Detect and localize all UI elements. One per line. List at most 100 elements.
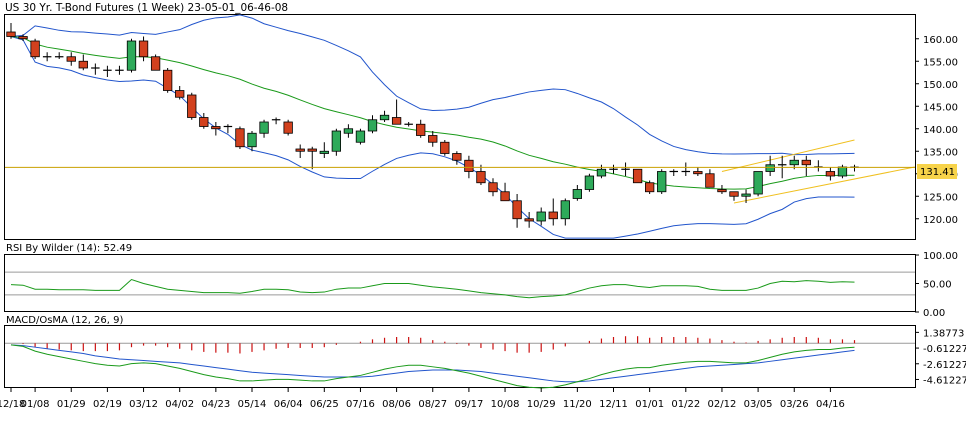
x-tick-label: 01/08 <box>21 399 50 410</box>
x-tick-label: 08/27 <box>418 399 447 410</box>
trendline-lower <box>733 166 915 204</box>
x-tick-label: 05/14 <box>238 399 267 410</box>
rsi-panel-frame <box>4 254 916 312</box>
price-tick-label: 155.00 <box>923 57 958 68</box>
x-tick-label: 12/18 <box>0 399 25 410</box>
bollinger-lower-line <box>10 36 855 239</box>
x-tick-label: 04/23 <box>201 399 230 410</box>
price-tick-label: 140.00 <box>923 125 958 136</box>
current-price-label: 131.41 <box>920 167 955 178</box>
price-tick-label: 150.00 <box>923 80 958 91</box>
candle-body <box>596 168 607 177</box>
bollinger-upper-line <box>10 14 855 156</box>
candle-body <box>440 141 450 154</box>
candle-body <box>78 60 88 69</box>
candle-body <box>765 164 775 172</box>
candle-body <box>150 56 161 71</box>
price-chart-title: US 30 Yr. T-Bond Futures (1 Week) 23-05-… <box>5 2 288 14</box>
candle-body <box>319 150 329 154</box>
price-tick-label: 145.00 <box>923 102 958 113</box>
candle-body <box>657 171 667 193</box>
x-tick-label: 10/29 <box>527 399 556 410</box>
rsi-tick-label: 100.00 <box>923 251 958 262</box>
x-tick-label: 01/29 <box>57 399 86 410</box>
macd-panel-frame <box>4 325 916 388</box>
candle-body <box>729 191 739 197</box>
candle-body <box>283 121 293 134</box>
price-tick-label: 120.00 <box>923 215 958 226</box>
macd-tick-label: 1.38773 <box>923 328 964 339</box>
candle-body <box>452 153 462 161</box>
candle-body <box>235 128 245 148</box>
candle-body <box>6 31 16 37</box>
x-tick-label: 04/02 <box>165 399 194 410</box>
candle-body <box>464 159 474 172</box>
x-tick-label: 07/16 <box>346 399 375 410</box>
x-tick-label: 03/12 <box>129 399 158 410</box>
macd-line <box>10 344 855 389</box>
macd-tick-label: -2.61227 <box>923 360 966 371</box>
x-tick-label: 03/05 <box>744 399 773 410</box>
candle-body <box>825 171 836 177</box>
trendline-channel <box>721 139 915 204</box>
candle-body <box>837 166 848 177</box>
x-tick-label: 03/26 <box>780 399 809 410</box>
rsi-line <box>10 278 855 299</box>
x-tick-label: 08/06 <box>382 399 411 410</box>
x-tick-label: 06/25 <box>310 399 339 410</box>
candle-body <box>18 36 28 40</box>
macd-tick-label: -0.61227 <box>923 344 966 355</box>
candle-body <box>524 218 534 222</box>
candle-body <box>705 173 715 188</box>
candle-body <box>126 40 137 71</box>
x-tick-label: 04/16 <box>816 399 845 410</box>
x-tick-label: 11/20 <box>563 399 592 410</box>
candle-body <box>536 211 546 222</box>
current-price-marker <box>917 164 957 179</box>
candle-body <box>211 126 221 130</box>
x-tick-label: 01/01 <box>635 399 664 410</box>
macd-tick-label: -4.61227 <box>923 375 966 386</box>
candle-body <box>500 191 510 202</box>
candle-body <box>379 114 390 121</box>
candle-body <box>584 175 595 190</box>
x-tick-label: 10/08 <box>491 399 520 410</box>
rsi-tick-label: 50.00 <box>923 280 952 291</box>
candle-body <box>66 56 76 62</box>
candle-body <box>488 182 498 193</box>
candle-body <box>693 171 703 175</box>
price-tick-label: 125.00 <box>923 192 958 203</box>
price-axis-ticks: 120.00125.00130.00135.00140.00145.00150.… <box>915 35 958 226</box>
rsi-series: 0.00 50.00 100.00 <box>5 251 958 319</box>
candle-body <box>355 130 366 143</box>
candle-body <box>138 40 149 58</box>
price-tick-label: 135.00 <box>923 147 958 158</box>
candle-body <box>548 211 558 220</box>
candle-body <box>30 40 40 58</box>
candle-body <box>199 117 209 127</box>
candle-body <box>259 121 269 134</box>
candle-body <box>753 171 763 195</box>
trendline-upper <box>721 139 855 172</box>
candle-body <box>717 189 727 193</box>
candle-body <box>560 200 570 220</box>
macd-series: -4.61227 -2.61227 -0.61227 1.38773 <box>5 328 966 389</box>
candle-body <box>476 171 486 184</box>
candle-body <box>789 159 799 166</box>
candle-body <box>416 123 426 136</box>
candle-body <box>295 148 305 152</box>
rsi-title: RSI By Wilder (14): 52.49 <box>6 243 132 254</box>
candle-body <box>187 94 197 118</box>
price-panel-frame <box>4 14 916 240</box>
x-tick-label: 12/11 <box>599 399 628 410</box>
x-tick-label: 02/19 <box>93 399 122 410</box>
candle-body <box>428 135 438 143</box>
x-tick-label: 01/22 <box>671 399 700 410</box>
price-tick-label: 160.00 <box>923 35 958 46</box>
x-tick-label: 02/12 <box>708 399 737 410</box>
candle-body <box>247 132 257 148</box>
macd-signal-line <box>10 344 855 383</box>
candle-body <box>632 168 643 184</box>
x-tick-label: 09/17 <box>454 399 483 410</box>
